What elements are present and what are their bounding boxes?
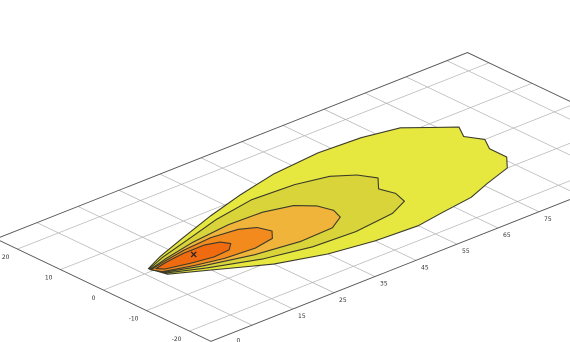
y-tick-label: -10 xyxy=(129,316,139,323)
x-tick-label: 75 xyxy=(544,216,552,223)
grid-line-y xyxy=(17,62,490,250)
grid-line-y xyxy=(189,180,570,332)
x-tick-label: 25 xyxy=(339,297,347,304)
marker-layer xyxy=(190,251,197,258)
frame-layer xyxy=(0,52,570,342)
x-tick-label: 65 xyxy=(503,232,511,239)
x-tick-label: 15 xyxy=(298,313,306,320)
plot-frame xyxy=(0,52,570,342)
y-tick-label: -20 xyxy=(172,336,182,342)
x-tick-label: 45 xyxy=(421,264,429,271)
contour-fill-layer xyxy=(147,126,508,275)
y-tick-label: 20 xyxy=(2,254,10,261)
x-tick-label: 35 xyxy=(380,281,388,288)
y-tick-label: 10 xyxy=(45,275,53,282)
x-tick-label: 55 xyxy=(462,248,470,255)
y-tick-label: 0 xyxy=(92,295,96,302)
x-tick-label: 0 xyxy=(237,337,241,342)
source-marker xyxy=(190,251,197,258)
